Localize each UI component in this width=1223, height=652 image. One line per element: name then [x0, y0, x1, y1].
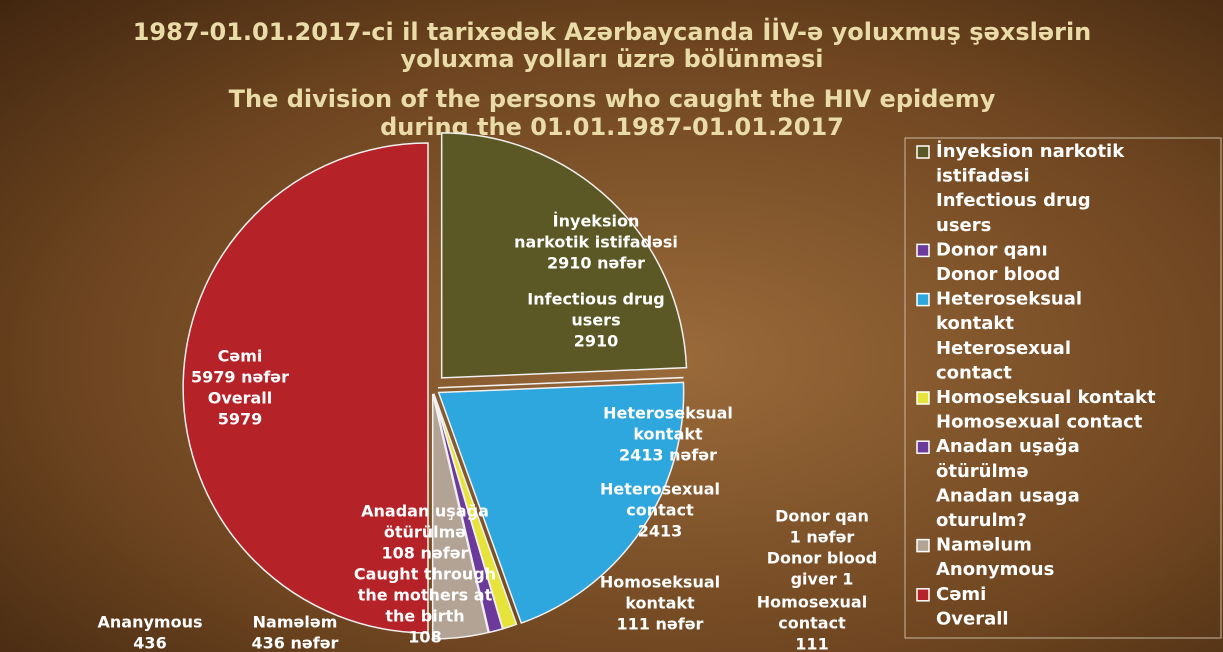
data-label: Ananymous — [98, 613, 203, 632]
legend-label: Donor blood — [936, 264, 1060, 285]
legend-swatch — [917, 392, 929, 404]
data-label: Cəmi — [218, 347, 263, 366]
data-label: 2413 — [638, 522, 683, 541]
legend-label: Overall — [936, 608, 1009, 629]
data-label: 5979 nəfər — [191, 368, 289, 387]
data-label: users — [571, 311, 620, 330]
legend-label: Donor qanı — [936, 239, 1048, 260]
data-label: 1 nəfər — [790, 528, 855, 547]
data-label: 108 nəfər — [382, 544, 469, 563]
legend-label: Infectious drug — [936, 190, 1091, 211]
legend-label: Homosexual contact — [936, 412, 1143, 433]
data-label: Caught through — [354, 565, 496, 584]
legend-swatch — [917, 589, 929, 601]
legend-swatch — [917, 540, 929, 552]
legend-swatch — [917, 441, 929, 453]
data-label: Homoseksual — [600, 573, 720, 592]
data-label: Namələm — [253, 613, 338, 632]
chart-title: 1987-01.01.2017-ci il tarixədək Azərbayc… — [133, 17, 1092, 46]
data-label: Infectious drug — [527, 290, 664, 309]
data-label: narkotik istifadəsi — [514, 233, 678, 252]
chart-title: yoluxma yolları üzrə bölünməsi — [400, 45, 823, 73]
data-label: 2413 nəfər — [619, 446, 717, 465]
legend-label: Heteroseksual — [936, 289, 1082, 310]
legend-label: Anonymous — [936, 559, 1054, 580]
legend-label: Anadan usaga — [936, 485, 1080, 506]
legend-label: oturulm? — [936, 510, 1027, 531]
data-label: the birth — [385, 607, 464, 626]
legend-label: istifadəsi — [936, 166, 1030, 187]
data-label: giver 1 — [791, 570, 854, 589]
data-label: 2910 nəfər — [547, 254, 645, 273]
data-label: Donor qan — [775, 507, 869, 526]
data-label: 111 — [795, 635, 828, 652]
data-label: 5979 — [218, 410, 263, 429]
data-label: Donor blood — [767, 549, 878, 568]
legend-swatch — [917, 244, 929, 256]
legend-label: Anadan uşağa — [936, 436, 1080, 457]
data-label: Anadan uşağa — [361, 502, 489, 521]
data-label: Overall — [208, 389, 273, 408]
data-label: ötürülmə — [384, 523, 466, 542]
legend-label: İnyeksion narkotik — [936, 140, 1125, 162]
legend-swatch — [917, 294, 929, 306]
data-label: İnyeksion — [553, 212, 640, 231]
legend-label: users — [936, 215, 991, 236]
legend-label: contact — [936, 362, 1012, 383]
legend-label: ötürülmə — [936, 461, 1029, 482]
chart: 1987-01.01.2017-ci il tarixədək Azərbayc… — [0, 0, 1223, 652]
data-label: Homosexual — [757, 593, 867, 612]
data-label: contact — [778, 614, 846, 633]
data-label: Heterosexual — [600, 480, 720, 499]
data-label: 111 nəfər — [617, 615, 704, 634]
data-label: Heteroseksual — [603, 404, 733, 423]
legend-label: kontakt — [936, 313, 1014, 334]
legend-label: Heterosexual — [936, 338, 1071, 359]
data-label: 2910 — [574, 332, 619, 351]
data-label: 108 — [408, 628, 441, 647]
chart-subtitle: The division of the persons who caught t… — [229, 85, 996, 113]
data-label: 436 nəfər — [252, 634, 339, 652]
legend-label: Cəmi — [936, 584, 986, 605]
data-label: kontakt — [633, 425, 703, 444]
legend-label: Homoseksual kontakt — [936, 387, 1156, 408]
legend-swatch — [917, 146, 929, 158]
data-label: contact — [626, 501, 694, 520]
data-label: 436 — [133, 634, 166, 652]
data-label: kontakt — [625, 594, 695, 613]
legend-label: Naməlum — [936, 535, 1032, 556]
data-label: the mothers at — [358, 586, 493, 605]
